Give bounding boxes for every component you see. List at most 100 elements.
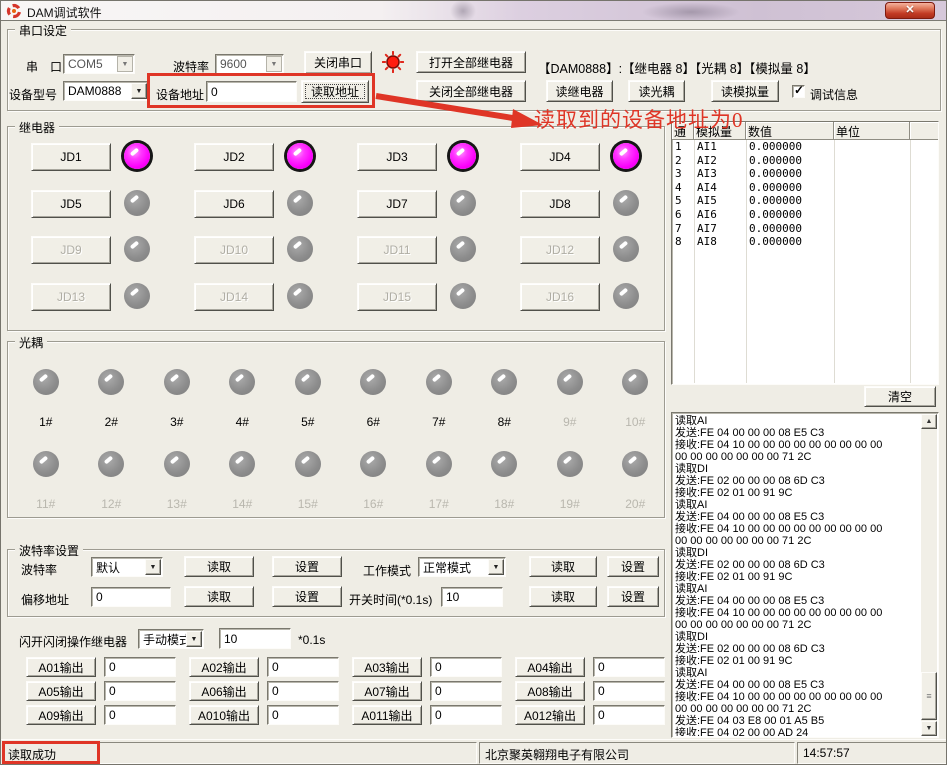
relay-button[interactable]: JD16 (520, 282, 600, 311)
workmode-read-button[interactable]: 读取 (529, 556, 597, 577)
relay-button[interactable]: JD10 (194, 236, 274, 264)
output-button[interactable]: A03输出 (352, 657, 422, 677)
title-bar[interactable]: DAM调试软件 ✕ (1, 1, 946, 21)
output-button[interactable]: A01输出 (26, 657, 96, 677)
cell-analog: AI6 (697, 207, 717, 221)
log-scrollbar[interactable]: ▲ ≡ ▼ (921, 414, 937, 736)
chevron-down-icon[interactable]: ▼ (488, 559, 504, 575)
output-input[interactable]: 0 (430, 681, 502, 701)
output-button[interactable]: A04输出 (515, 657, 585, 677)
read-relay-button[interactable]: 读继电器 (546, 80, 613, 102)
log-line: 发送:FE 02 00 00 00 08 6D C3 (675, 559, 825, 571)
chevron-down-icon[interactable]: ▼ (266, 56, 282, 72)
output-cell: A09输出 0 (26, 705, 189, 729)
scrollbar-thumb[interactable]: ≡ (921, 672, 937, 720)
chevron-down-icon[interactable]: ▼ (186, 631, 202, 647)
open-all-relays-button[interactable]: 打开全部继电器 (416, 51, 526, 73)
output-input[interactable]: 0 (267, 681, 339, 701)
output-input[interactable]: 0 (430, 705, 502, 725)
output-input[interactable]: 0 (267, 657, 339, 677)
output-button[interactable]: A06输出 (189, 681, 259, 701)
baud-set-button[interactable]: 设置 (272, 556, 342, 577)
read-address-button[interactable]: 读取地址 (301, 80, 369, 103)
table-row: 7 AI7 0.000000 (672, 222, 938, 236)
col-header-channel[interactable]: 通 (672, 122, 694, 140)
relay-button[interactable]: JD3 (357, 143, 437, 171)
baudrate-combo[interactable]: 默认 ▼ (91, 557, 163, 577)
output-input[interactable]: 0 (104, 681, 176, 701)
output-button[interactable]: A011输出 (352, 705, 422, 725)
switchtime-read-button[interactable]: 读取 (529, 586, 597, 607)
output-input[interactable]: 0 (267, 705, 339, 725)
scroll-down-icon[interactable]: ▼ (921, 721, 937, 736)
relay-button[interactable]: JD4 (520, 143, 600, 171)
relay-button[interactable]: JD5 (31, 189, 111, 218)
output-button[interactable]: A09输出 (26, 705, 96, 725)
flash-time-input[interactable]: 10 (219, 628, 291, 649)
cell-unit (834, 222, 910, 236)
chevron-down-icon[interactable]: ▼ (145, 559, 161, 575)
switchtime-set-button[interactable]: 设置 (607, 586, 659, 607)
output-input[interactable]: 0 (593, 705, 665, 725)
output-input[interactable]: 0 (593, 657, 665, 677)
relay-button[interactable]: JD12 (520, 236, 600, 264)
offset-address-input[interactable]: 0 (91, 587, 171, 607)
baud-combo[interactable]: 9600 ▼ (215, 54, 284, 74)
device-address-input[interactable]: 0 (206, 81, 297, 102)
chevron-down-icon[interactable]: ▼ (117, 56, 133, 72)
cell-channel: 2 (675, 153, 682, 167)
read-analog-button[interactable]: 读模拟量 (711, 80, 779, 102)
check-icon: ✓ (794, 83, 805, 97)
output-button[interactable]: A012输出 (515, 705, 585, 725)
workmode-set-button[interactable]: 设置 (607, 556, 659, 577)
output-button[interactable]: A07输出 (352, 681, 422, 701)
switch-time-input[interactable]: 10 (441, 587, 503, 607)
status-bar: 读取成功 北京聚英翱翔电子有限公司 14:57:57 (1, 739, 946, 764)
workmode-combo[interactable]: 正常模式 ▼ (418, 557, 506, 577)
output-input[interactable]: 0 (104, 657, 176, 677)
relay-button[interactable]: JD1 (31, 143, 111, 171)
log-line: 接收:FE 04 10 00 00 00 00 00 00 00 00 00 (675, 691, 883, 703)
relay-button[interactable]: JD14 (194, 282, 274, 311)
relay-cell: JD16 (520, 282, 683, 330)
log-line: 00 00 00 00 00 00 00 71 2C (675, 619, 812, 631)
read-opto-button[interactable]: 读光耦 (628, 80, 685, 102)
close-all-relays-button[interactable]: 关闭全部继电器 (416, 80, 526, 102)
log-panel[interactable]: 读取AI 发送:FE 04 00 00 00 08 E5 C3 接收:FE 04 1… (671, 412, 939, 738)
output-input[interactable]: 0 (430, 657, 502, 677)
close-button[interactable]: ✕ (885, 2, 935, 19)
relay-button[interactable]: JD15 (357, 282, 437, 311)
relay-button[interactable]: JD7 (357, 189, 437, 218)
output-input[interactable]: 0 (104, 705, 176, 725)
opto-led (556, 451, 583, 477)
relay-button[interactable]: JD11 (357, 236, 437, 264)
clear-log-button[interactable]: 清空 (864, 386, 936, 407)
output-input[interactable]: 0 (593, 681, 665, 701)
output-button[interactable]: A05输出 (26, 681, 96, 701)
output-button[interactable]: A02输出 (189, 657, 259, 677)
flash-mode-value: 手动模式 (143, 632, 192, 647)
chevron-down-icon[interactable]: ▼ (131, 83, 147, 99)
flash-mode-combo[interactable]: 手动模式 ▼ (138, 629, 204, 649)
relay-button[interactable]: JD9 (31, 236, 111, 264)
close-serial-button[interactable]: 关闭串口 (304, 51, 372, 74)
log-lines: 读取AI 发送:FE 04 00 00 00 08 E5 C3 接收:FE 04 1… (675, 415, 919, 736)
output-button[interactable]: A08输出 (515, 681, 585, 701)
relay-cell: JD5 (31, 189, 194, 237)
relay-button[interactable]: JD13 (31, 282, 111, 311)
scroll-up-icon[interactable]: ▲ (921, 414, 937, 429)
debug-info-checkbox[interactable]: ✓ (792, 83, 805, 98)
offset-set-button[interactable]: 设置 (272, 586, 342, 607)
col-header-analog[interactable]: 模拟量 (694, 122, 746, 140)
port-combo[interactable]: COM5 ▼ (63, 54, 135, 74)
output-button[interactable]: A010输出 (189, 705, 259, 725)
baud-read-button[interactable]: 读取 (184, 556, 254, 577)
relay-button[interactable]: JD6 (194, 189, 274, 218)
col-header-value[interactable]: 数值 (746, 122, 834, 140)
relay-button[interactable]: JD2 (194, 143, 274, 171)
relay-button[interactable]: JD8 (520, 189, 600, 218)
col-header-unit[interactable]: 单位 (834, 122, 910, 140)
offset-read-button[interactable]: 读取 (184, 586, 254, 607)
log-line: 接收:FE 04 02 00 00 AD 24 (675, 727, 809, 736)
model-combo[interactable]: DAM0888 ▼ (63, 81, 149, 101)
